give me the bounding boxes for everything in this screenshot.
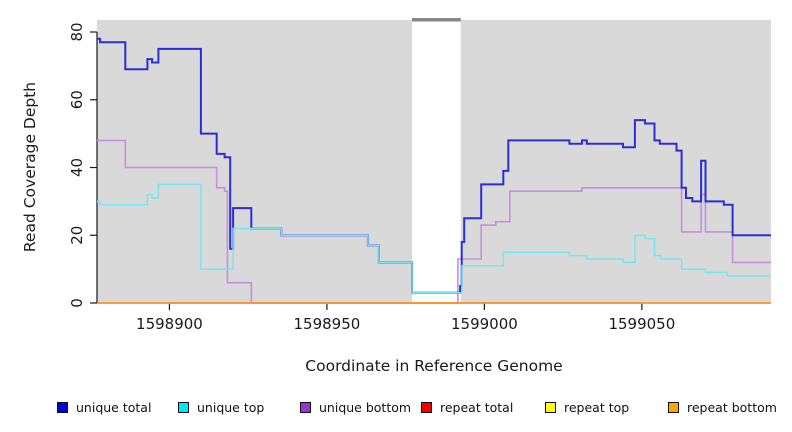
x-axis-title: Coordinate in Reference Genome	[305, 357, 563, 375]
y-tick-label: 80	[68, 22, 86, 41]
y-tick-label: 40	[68, 158, 86, 177]
series-unique-total	[97, 37, 771, 294]
series-unique-top	[97, 183, 771, 294]
x-tick-label: 1598900	[136, 315, 203, 333]
masked-gap-region	[411, 20, 461, 303]
x-tick-label: 1599050	[608, 315, 675, 333]
y-tick-label: 20	[68, 226, 86, 245]
masked-gap-top-bar	[411, 18, 461, 22]
y-axis-title: Read Coverage Depth	[21, 81, 39, 253]
y-tick-label: 0	[68, 298, 86, 308]
x-tick-label: 1599000	[451, 315, 518, 333]
y-tick-label: 60	[68, 90, 86, 109]
x-tick-label: 1598950	[294, 315, 361, 333]
